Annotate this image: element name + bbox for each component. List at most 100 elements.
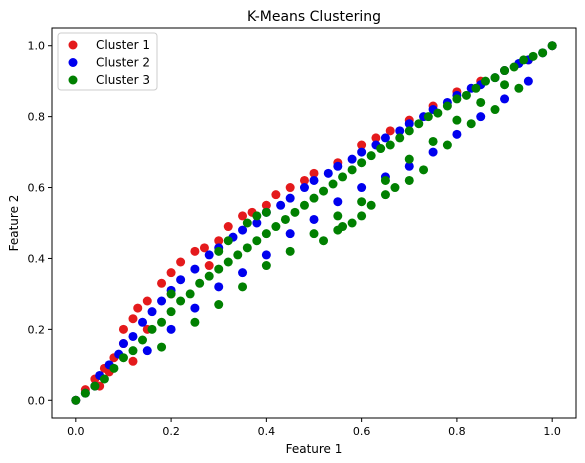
point-c3-65	[357, 197, 367, 207]
point-c3-47	[519, 55, 529, 65]
point-c1-14	[199, 243, 209, 253]
point-c2-44	[285, 229, 295, 239]
point-c3-79	[490, 105, 500, 115]
point-c3-66	[380, 175, 390, 185]
point-c3-39	[442, 101, 452, 111]
point-c3-17	[233, 250, 243, 260]
point-c3-25	[309, 193, 319, 203]
point-c3-42	[471, 83, 481, 93]
point-c3-85	[319, 236, 329, 246]
point-c3-69	[452, 115, 462, 125]
point-c1-40	[299, 175, 309, 185]
chart-title: K-Means Clustering	[247, 9, 381, 25]
point-c3-77	[442, 140, 452, 150]
point-c3-52	[223, 236, 233, 246]
point-c2-54	[523, 76, 533, 86]
point-c3-78	[466, 119, 476, 129]
point-c3-29	[347, 165, 357, 175]
point-c3-30	[357, 158, 367, 168]
point-c3-12	[185, 289, 195, 299]
point-c2-12	[176, 275, 186, 285]
legend-marker-c2	[68, 58, 78, 67]
point-c3-67	[404, 154, 414, 164]
point-c2-53	[500, 94, 510, 104]
point-c3-0	[71, 395, 81, 405]
point-c1-13	[190, 246, 200, 256]
x-tick-label: 1.0	[543, 425, 561, 438]
y-tick-label: 1.0	[28, 40, 46, 53]
point-c1-8	[133, 303, 143, 313]
point-c1-25	[385, 126, 395, 136]
point-c3-46	[509, 62, 519, 72]
point-c3-71	[500, 80, 510, 90]
point-c2-58	[190, 303, 200, 313]
point-c3-13	[195, 278, 205, 288]
point-c3-22	[280, 214, 290, 224]
point-c3-37	[423, 112, 433, 122]
points-layer	[71, 41, 557, 405]
point-c2-9	[147, 307, 157, 317]
point-c3-1	[80, 388, 90, 398]
point-c2-49	[404, 161, 414, 171]
point-c3-68	[428, 136, 438, 146]
point-c3-31	[366, 151, 376, 161]
point-c3-41	[461, 90, 471, 100]
x-tick-label: 0.6	[353, 425, 371, 438]
point-c2-13	[190, 264, 200, 274]
point-c3-21	[271, 222, 281, 232]
point-c2-50	[428, 147, 438, 157]
point-c3-58	[190, 317, 200, 327]
point-c1-24	[371, 133, 381, 143]
point-c3-75	[390, 183, 400, 193]
legend-marker-c3	[68, 75, 78, 85]
point-c3-60	[238, 282, 248, 292]
legend-label-c3: Cluster 3	[96, 73, 150, 87]
point-c2-60	[142, 346, 152, 356]
x-tick-label: 0.4	[258, 425, 276, 438]
point-c2-14	[204, 250, 214, 260]
y-tick-label: 0.6	[28, 182, 46, 195]
point-c3-56	[166, 289, 176, 299]
point-c3-6	[128, 346, 138, 356]
point-c3-15	[214, 264, 224, 274]
point-c3-57	[157, 342, 167, 352]
point-c3-81	[404, 175, 414, 185]
point-c3-80	[514, 83, 524, 93]
point-c3-26	[319, 186, 329, 196]
point-c3-14	[204, 271, 214, 281]
point-c2-57	[261, 250, 271, 260]
point-c3-74	[366, 200, 376, 210]
point-c2-30	[395, 126, 405, 136]
point-c3-23	[290, 207, 300, 217]
point-c3-2	[90, 381, 100, 391]
point-c1-17	[238, 211, 248, 221]
point-c2-45	[309, 214, 319, 224]
point-c3-7	[138, 335, 148, 345]
legend: Cluster 1 Cluster 2 Cluster 3	[57, 32, 158, 91]
series-2	[71, 41, 557, 405]
x-tick-label: 0.0	[67, 425, 85, 438]
point-c3-59	[214, 300, 224, 310]
legend-label-c2: Cluster 2	[96, 56, 150, 70]
point-c2-55	[214, 282, 224, 292]
point-c2-22	[299, 183, 309, 193]
x-tick-label: 0.8	[448, 425, 466, 438]
point-c2-46	[333, 197, 343, 207]
point-c1-36	[128, 356, 138, 366]
x-axis: 0.0 0.2 0.4 0.6 0.8 1.0	[67, 418, 561, 438]
point-c1-15	[214, 236, 224, 246]
y-axis-label: Feature 2	[7, 195, 21, 252]
point-c3-63	[309, 229, 319, 239]
plot-area-frame	[51, 27, 577, 419]
y-tick-label: 0.4	[28, 252, 46, 265]
point-c3-53	[242, 218, 252, 228]
point-c3-49	[538, 48, 548, 58]
point-c2-56	[238, 268, 248, 278]
point-c2-8	[138, 317, 148, 327]
point-c3-34	[395, 133, 405, 143]
point-c1-20	[285, 183, 295, 193]
point-c3-61	[261, 261, 271, 271]
point-c3-3	[99, 374, 109, 384]
point-c1-39	[261, 200, 271, 210]
